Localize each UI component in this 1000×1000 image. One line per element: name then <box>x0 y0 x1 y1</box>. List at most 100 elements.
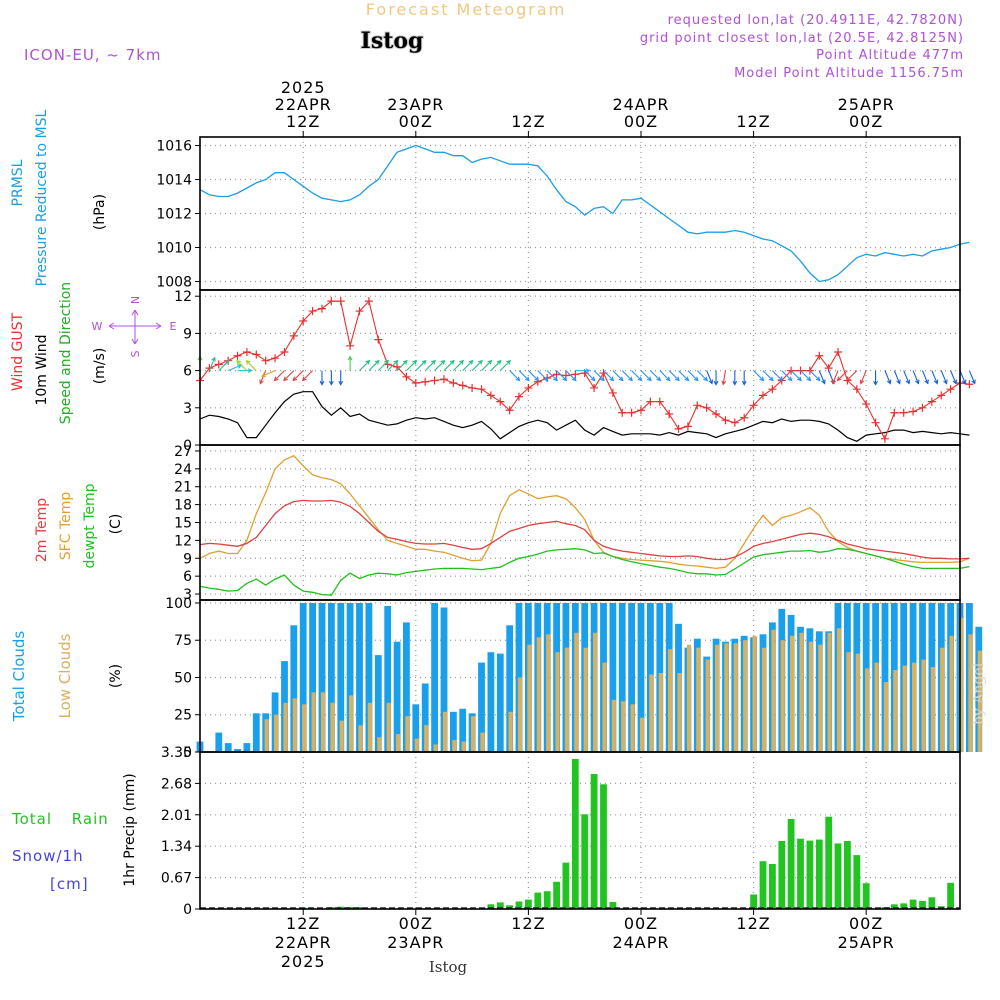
wind-direction-arrowhead <box>562 376 568 382</box>
y-tick-label: 0 <box>183 438 192 454</box>
gust-marker <box>280 348 289 356</box>
bottom-axis-label-hour: 00Z <box>624 914 658 933</box>
wind-labels: Wind GUST 10m Wind Speed and Direction (m/s… <box>10 282 108 424</box>
total-cloud-bar <box>496 653 504 752</box>
y-tick-label: 25 <box>174 708 192 724</box>
precip-labels: Total Rain Snow/1h [cm] 1hr Precip (mm) <box>11 773 138 893</box>
low-cloud-bar <box>865 668 870 752</box>
low-cloud-bar <box>367 702 372 752</box>
wind-direction-arrowhead <box>515 376 521 382</box>
gust-marker <box>749 401 758 410</box>
rain-bar <box>534 892 542 909</box>
low-cloud-bar <box>508 711 513 752</box>
gust-marker <box>458 381 467 390</box>
wind-direction-arrow <box>781 370 793 381</box>
gust-marker <box>252 350 261 359</box>
y-tick-label: 9 <box>183 326 192 342</box>
label-low-clouds: Low Clouds <box>56 633 74 718</box>
wind-direction-arrow <box>518 370 530 381</box>
requested-point: requested lon,lat (20.4911E, 42.7820N) <box>668 13 964 28</box>
total-cloud-bar <box>328 603 335 752</box>
wind-direction-arrowhead <box>806 376 812 382</box>
gust-marker <box>834 348 843 356</box>
rain-bar <box>515 901 523 909</box>
rain-bar <box>487 904 495 909</box>
gust-marker <box>317 304 326 313</box>
gust-marker <box>289 331 298 340</box>
wind-direction-arrowhead <box>665 376 671 382</box>
gust-marker <box>336 297 345 306</box>
total-cloud-bar <box>412 704 420 752</box>
compass-w: W <box>92 320 103 333</box>
low-cloud-bar <box>827 632 832 752</box>
sfc-temp-line <box>199 454 970 570</box>
label-gust: Wind GUST <box>10 312 26 391</box>
low-cloud-bar <box>517 677 523 752</box>
gust-marker <box>299 317 308 325</box>
top-axis-label-hour: 12Z <box>736 112 770 131</box>
gust-marker <box>730 418 739 427</box>
y-tick-label: 1.34 <box>161 839 192 855</box>
wind-direction-arrowhead <box>836 376 842 382</box>
gust-marker <box>721 416 730 425</box>
low-cloud-bar <box>649 674 654 752</box>
total-cloud-bar <box>478 662 485 752</box>
wind-direction-arrow <box>968 370 976 384</box>
gust-marker <box>880 434 889 443</box>
wind-direction-arrow <box>359 360 370 371</box>
wind-direction-arrow <box>640 370 652 381</box>
rain-bar <box>600 784 607 909</box>
wind-direction-arrow <box>837 370 848 381</box>
wind-direction-arrowhead <box>886 379 892 385</box>
y-tick-label: 15 <box>174 516 192 532</box>
low-cloud-bar <box>743 640 748 752</box>
grid-point: grid point closest lon,lat (20.5E, 42.81… <box>640 31 964 46</box>
rain-bar <box>571 759 579 909</box>
low-cloud-bar <box>630 704 635 752</box>
panel-pressure: 1008 1010 1012 1014 1016 PRMSL Pressure Reduce… <box>10 109 970 291</box>
rain-bar <box>853 855 861 909</box>
low-cloud-bar <box>564 647 569 752</box>
gust-marker <box>852 385 861 394</box>
wind-direction-arrowhead <box>759 376 765 382</box>
gust-marker <box>627 408 636 417</box>
wind-direction-arrow <box>368 360 380 371</box>
gust-marker <box>233 351 242 360</box>
model-altitude: Model Point Altitude 1156.75m <box>734 66 964 81</box>
wind-direction-arrowhead <box>534 376 540 382</box>
wind-direction-arrowhead <box>328 380 334 386</box>
low-cloud-bar <box>377 737 382 752</box>
gust-marker <box>468 383 477 392</box>
gust-marker <box>683 422 692 431</box>
wind-direction-arrow <box>832 370 839 384</box>
low-cloud-bar <box>921 659 926 752</box>
gust-marker <box>590 383 599 392</box>
dewpt-temp-line <box>199 548 970 596</box>
wind-direction-arrow <box>722 370 726 385</box>
y-tick-label: 12 <box>174 533 192 549</box>
wind-direction-arrowhead <box>283 376 288 382</box>
wind-direction-arrow <box>387 360 398 371</box>
wind-direction-arrow <box>396 360 408 371</box>
wind-direction-arrow <box>537 370 549 381</box>
wind-direction-arrow <box>940 370 948 384</box>
rain-bar <box>815 839 823 909</box>
wind-direction-arrow <box>434 360 445 371</box>
wind-direction-arrow <box>631 370 642 381</box>
wind-direction-arrow <box>546 370 558 381</box>
low-cloud-bar <box>527 644 532 752</box>
gust-marker <box>346 341 355 350</box>
cloud-labels: Total Clouds Low Clouds (%) <box>10 631 124 723</box>
label-10m-wind: 10m Wind <box>34 334 50 405</box>
total-cloud-bar <box>421 683 429 752</box>
low-cloud-bar <box>977 650 982 752</box>
wind-direction-arrow <box>499 360 511 371</box>
y-tick-label: 21 <box>174 480 192 496</box>
low-cloud-bar <box>780 640 785 752</box>
gust-marker <box>421 377 430 386</box>
bottom-axis-label-date: 24APR <box>612 933 669 952</box>
wind-direction-arrow <box>668 370 680 381</box>
label-snow: Snow/1h <box>12 847 84 865</box>
low-cloud-bar <box>349 695 354 752</box>
wind-direction-arrowhead <box>273 376 279 382</box>
